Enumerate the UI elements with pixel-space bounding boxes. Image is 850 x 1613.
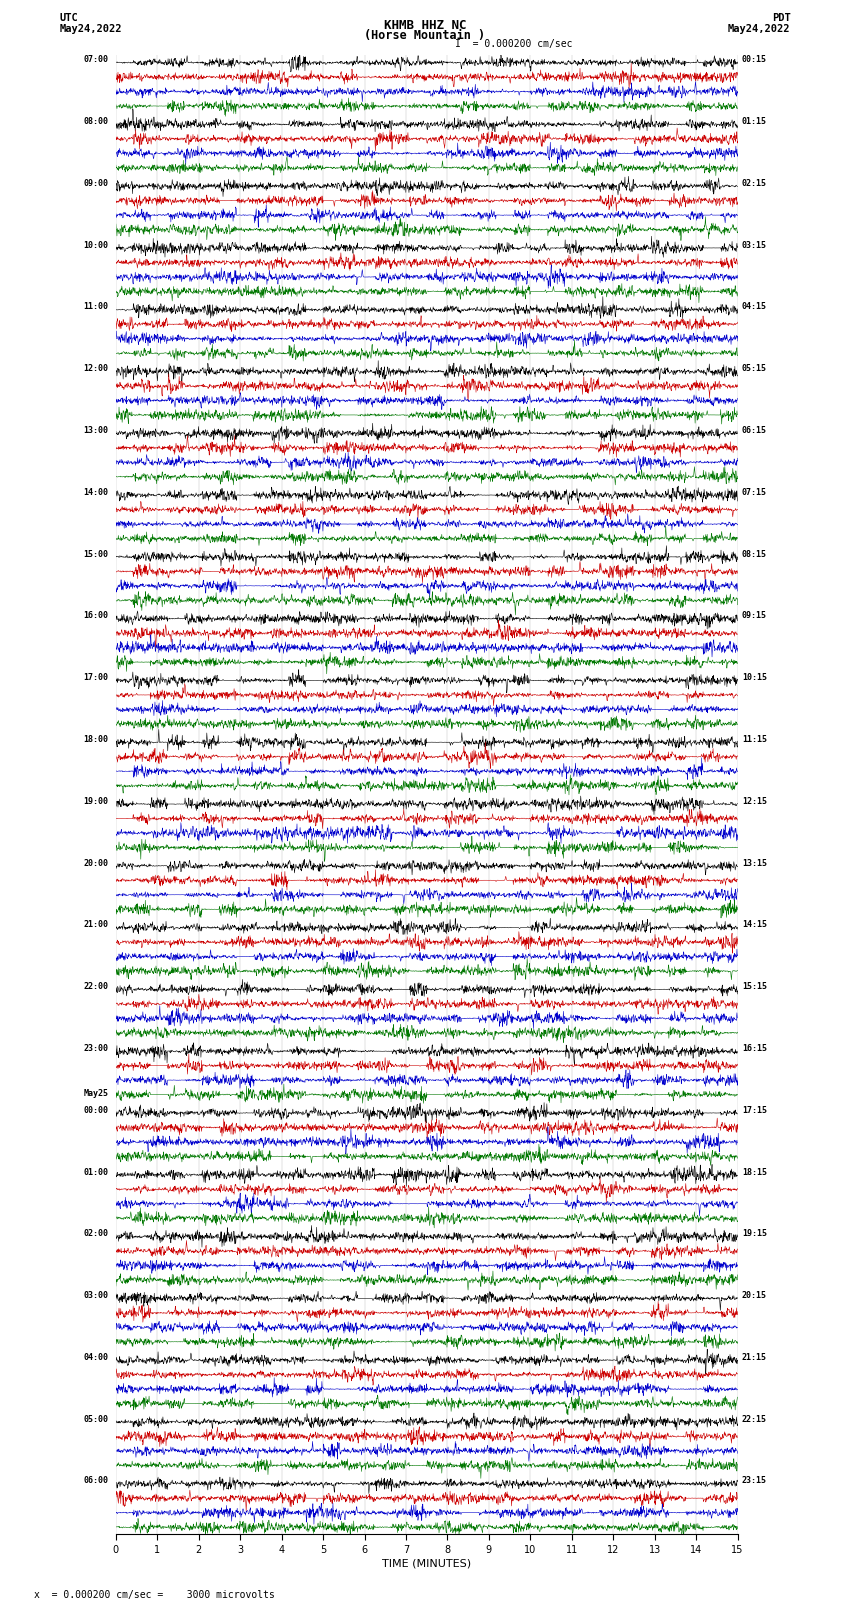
Text: 15:00: 15:00	[83, 550, 109, 558]
Text: 03:15: 03:15	[742, 240, 767, 250]
Text: 09:00: 09:00	[83, 179, 109, 187]
Text: 18:15: 18:15	[742, 1168, 767, 1176]
Text: 00:00: 00:00	[83, 1107, 109, 1115]
Text: 12:15: 12:15	[742, 797, 767, 806]
Text: 11:00: 11:00	[83, 303, 109, 311]
Text: 23:15: 23:15	[742, 1476, 767, 1486]
Text: 04:15: 04:15	[742, 303, 767, 311]
Text: 05:15: 05:15	[742, 365, 767, 373]
Text: May24,2022: May24,2022	[728, 24, 791, 34]
Text: 23:00: 23:00	[83, 1044, 109, 1053]
Text: 16:15: 16:15	[742, 1044, 767, 1053]
Text: I  = 0.000200 cm/sec: I = 0.000200 cm/sec	[455, 39, 572, 48]
Text: UTC: UTC	[60, 13, 78, 23]
Text: KHMB HHZ NC: KHMB HHZ NC	[383, 19, 467, 32]
Text: 14:00: 14:00	[83, 487, 109, 497]
Text: 17:00: 17:00	[83, 673, 109, 682]
Text: 08:15: 08:15	[742, 550, 767, 558]
Text: May24,2022: May24,2022	[60, 24, 122, 34]
Text: 21:00: 21:00	[83, 921, 109, 929]
Text: 08:00: 08:00	[83, 118, 109, 126]
Text: 01:00: 01:00	[83, 1168, 109, 1176]
Text: 07:15: 07:15	[742, 487, 767, 497]
Text: 06:15: 06:15	[742, 426, 767, 436]
Text: PDT: PDT	[772, 13, 791, 23]
Text: 13:15: 13:15	[742, 858, 767, 868]
Text: 00:15: 00:15	[742, 55, 767, 65]
Text: 21:15: 21:15	[742, 1353, 767, 1361]
Text: 16:00: 16:00	[83, 611, 109, 621]
Text: May25: May25	[83, 1089, 109, 1098]
Text: 07:00: 07:00	[83, 55, 109, 65]
Text: 15:15: 15:15	[742, 982, 767, 990]
Text: 01:15: 01:15	[742, 118, 767, 126]
Text: 22:15: 22:15	[742, 1415, 767, 1424]
Text: (Horse Mountain ): (Horse Mountain )	[365, 29, 485, 42]
Text: 17:15: 17:15	[742, 1107, 767, 1115]
Text: 19:15: 19:15	[742, 1229, 767, 1239]
Text: 20:15: 20:15	[742, 1290, 767, 1300]
Text: 03:00: 03:00	[83, 1290, 109, 1300]
Text: 11:15: 11:15	[742, 736, 767, 744]
Text: x  = 0.000200 cm/sec =    3000 microvolts: x = 0.000200 cm/sec = 3000 microvolts	[34, 1590, 275, 1600]
Text: 04:00: 04:00	[83, 1353, 109, 1361]
Text: 12:00: 12:00	[83, 365, 109, 373]
Text: 02:15: 02:15	[742, 179, 767, 187]
Text: 20:00: 20:00	[83, 858, 109, 868]
Text: 14:15: 14:15	[742, 921, 767, 929]
Text: 05:00: 05:00	[83, 1415, 109, 1424]
Text: 13:00: 13:00	[83, 426, 109, 436]
X-axis label: TIME (MINUTES): TIME (MINUTES)	[382, 1560, 471, 1569]
Text: 10:00: 10:00	[83, 240, 109, 250]
Text: 19:00: 19:00	[83, 797, 109, 806]
Text: 02:00: 02:00	[83, 1229, 109, 1239]
Text: 22:00: 22:00	[83, 982, 109, 990]
Text: 09:15: 09:15	[742, 611, 767, 621]
Text: 06:00: 06:00	[83, 1476, 109, 1486]
Text: 10:15: 10:15	[742, 673, 767, 682]
Text: 18:00: 18:00	[83, 736, 109, 744]
